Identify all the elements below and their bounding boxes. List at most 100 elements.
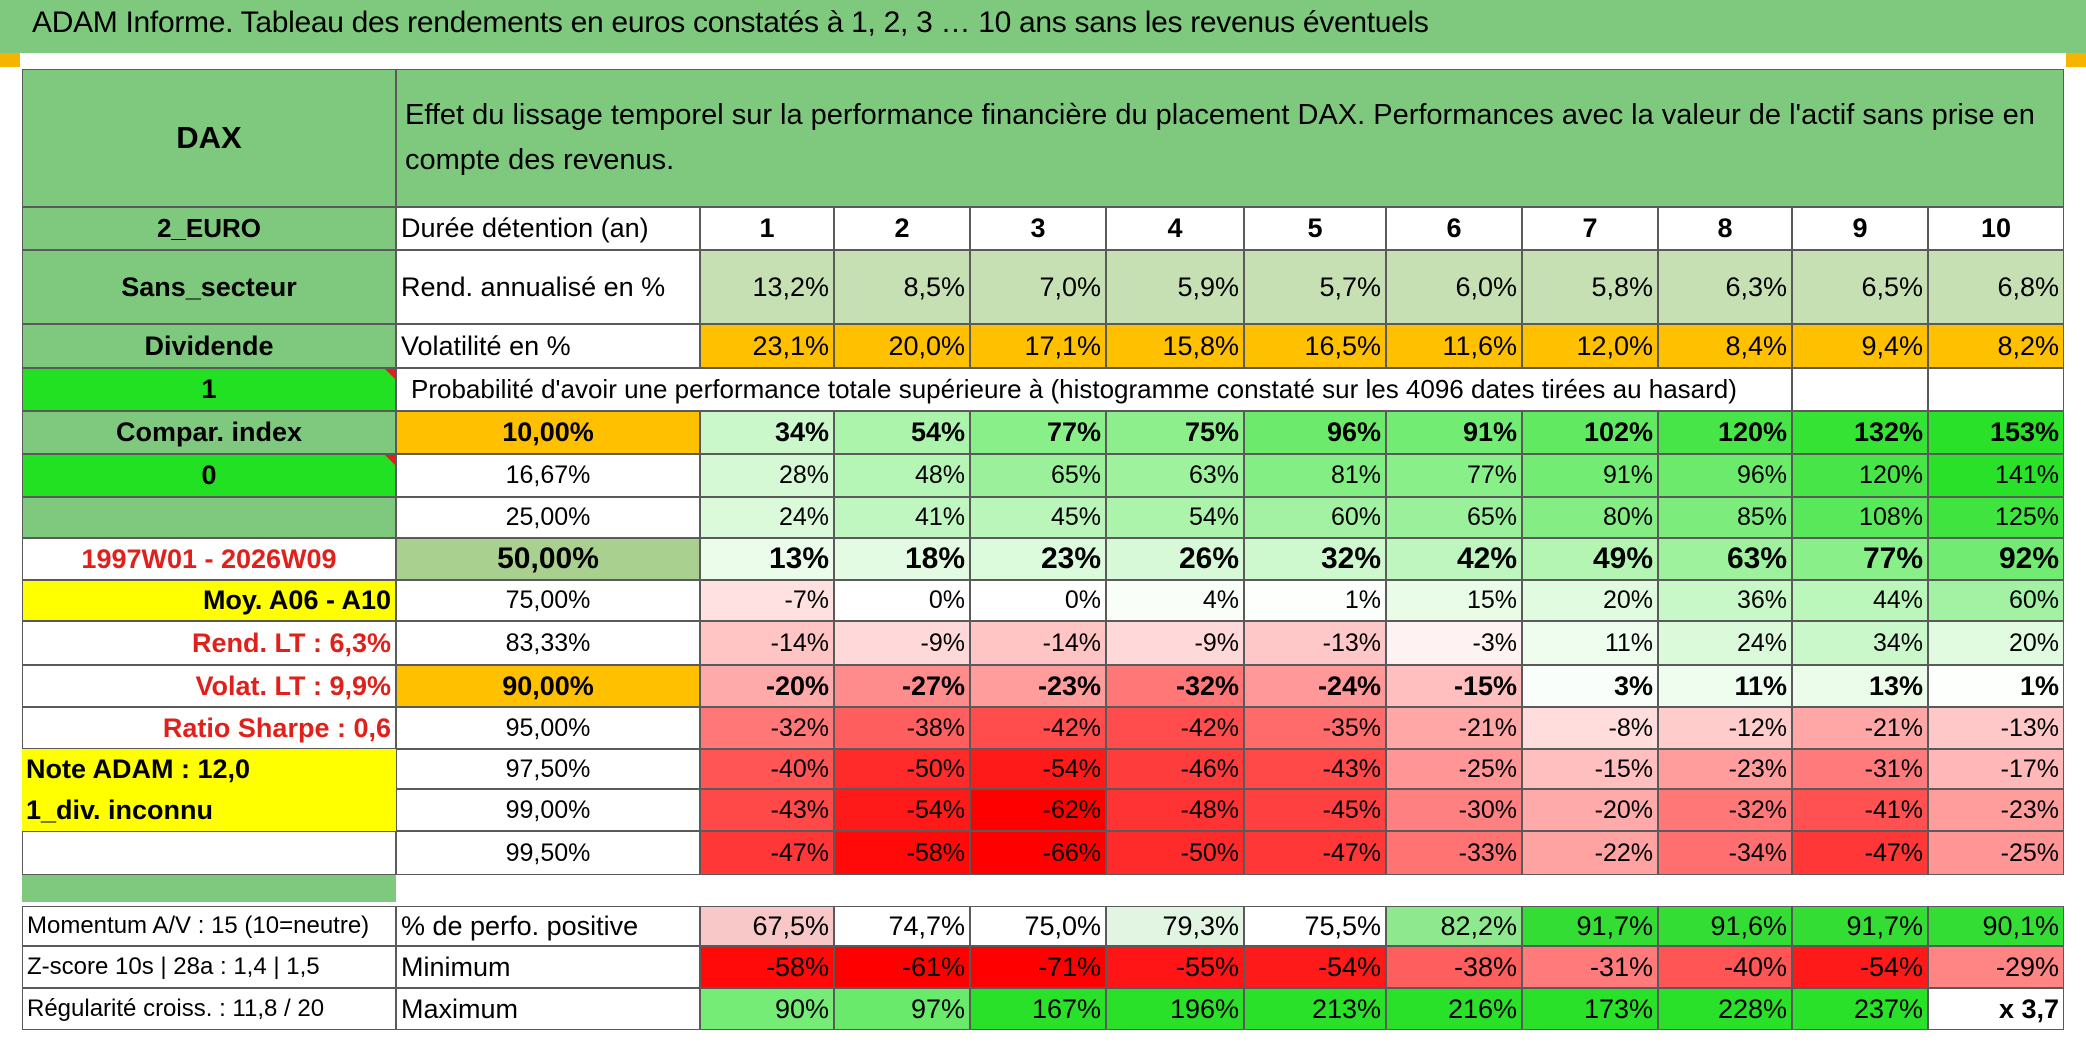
- volatility-value: 9,4%: [1792, 324, 1928, 368]
- quantile-value: -15%: [1386, 665, 1522, 707]
- quantile-value: 91%: [1386, 411, 1522, 454]
- quantile-value: -47%: [1244, 831, 1386, 875]
- annual-return-value: 6,3%: [1658, 250, 1792, 324]
- annual-return-label: Rend. annualisé en %: [396, 250, 700, 324]
- quantile-label: 90,00%: [396, 665, 700, 707]
- compar-index-label: Compar. index: [22, 411, 396, 454]
- annual-return-value: 6,8%: [1928, 250, 2064, 324]
- quantile-value: -58%: [834, 831, 970, 875]
- quantile-value: -46%: [1106, 749, 1244, 789]
- annual-return-value: 8,5%: [834, 250, 970, 324]
- currency-label: 2_EURO: [22, 207, 396, 250]
- asset-name: DAX: [22, 69, 396, 207]
- minimum-value: -71%: [970, 946, 1106, 988]
- annual-return-value: 5,7%: [1244, 250, 1386, 324]
- quantile-label: 97,50%: [396, 749, 700, 789]
- quantile-value: -38%: [834, 707, 970, 749]
- positive-perf-value: 91,7%: [1522, 906, 1658, 946]
- maximum-value: x 3,7: [1928, 988, 2064, 1030]
- quantile-value: 81%: [1244, 454, 1386, 497]
- adam-score: Note ADAM : 12,0: [22, 749, 396, 789]
- quantile-label: 99,00%: [396, 789, 700, 831]
- quantile-value: -9%: [834, 621, 970, 665]
- positive-perf-value: 79,3%: [1106, 906, 1244, 946]
- quantile-value: -41%: [1792, 789, 1928, 831]
- quantile-value: 11%: [1658, 665, 1792, 707]
- quantile-value: -27%: [834, 665, 970, 707]
- annual-return-value: 7,0%: [970, 250, 1106, 324]
- quantile-value: -66%: [970, 831, 1106, 875]
- quantile-value: 77%: [1792, 538, 1928, 580]
- year-header: 1: [700, 207, 834, 250]
- quantile-value: 80%: [1522, 497, 1658, 538]
- quantile-value: -14%: [970, 621, 1106, 665]
- quantile-value: 85%: [1658, 497, 1792, 538]
- annual-return-value: 6,0%: [1386, 250, 1522, 324]
- minimum-value: -54%: [1792, 946, 1928, 988]
- quantile-value: -43%: [700, 789, 834, 831]
- quantile-value: -43%: [1244, 749, 1386, 789]
- minimum-label: Minimum: [396, 946, 700, 988]
- quantile-value: 24%: [1658, 621, 1792, 665]
- maximum-value: 173%: [1522, 988, 1658, 1030]
- quantile-value: -30%: [1386, 789, 1522, 831]
- quantile-value: -32%: [1106, 665, 1244, 707]
- maximum-value: 196%: [1106, 988, 1244, 1030]
- period-range: 1997W01 - 2026W09: [22, 538, 396, 580]
- year-header: 10: [1928, 207, 2064, 250]
- quantile-value: 32%: [1244, 538, 1386, 580]
- quantile-value: 13%: [700, 538, 834, 580]
- quantile-value: -20%: [700, 665, 834, 707]
- dividend-label: Dividende: [22, 324, 396, 368]
- minimum-value: -31%: [1522, 946, 1658, 988]
- quantile-value: -23%: [1658, 749, 1792, 789]
- positive-perf-value: 74,7%: [834, 906, 970, 946]
- quantile-value: 120%: [1792, 454, 1928, 497]
- minimum-value: -38%: [1386, 946, 1522, 988]
- title-banner: ADAM Informe. Tableau des rendements en …: [0, 0, 2086, 53]
- quantile-value: 49%: [1522, 538, 1658, 580]
- maximum-value: 167%: [970, 988, 1106, 1030]
- quantile-value: -8%: [1522, 707, 1658, 749]
- quantile-value: 24%: [700, 497, 834, 538]
- year-header: 2: [834, 207, 970, 250]
- quantile-value: -33%: [1386, 831, 1522, 875]
- quantile-value: 36%: [1658, 580, 1792, 621]
- quantile-label: 25,00%: [396, 497, 700, 538]
- quantile-value: 42%: [1386, 538, 1522, 580]
- compar-index-flag: 0: [22, 454, 396, 497]
- quantile-value: -48%: [1106, 789, 1244, 831]
- average-range: Moy. A06 - A10: [22, 580, 396, 621]
- quantile-value: 96%: [1244, 411, 1386, 454]
- quantile-value: 3%: [1522, 665, 1658, 707]
- probability-caption: Probabilité d'avoir une performance tota…: [396, 368, 1792, 411]
- quantile-value: -42%: [1106, 707, 1244, 749]
- positive-perf-label: % de perfo. positive: [396, 906, 700, 946]
- quantile-value: 60%: [1928, 580, 2064, 621]
- zscore-label: Z-score 10s | 28a : 1,4 | 1,5: [22, 946, 396, 988]
- quantile-value: 20%: [1522, 580, 1658, 621]
- quantile-value: 63%: [1106, 454, 1244, 497]
- quantile-label: 75,00%: [396, 580, 700, 621]
- quantile-value: 120%: [1658, 411, 1792, 454]
- positive-perf-value: 82,2%: [1386, 906, 1522, 946]
- quantile-value: 60%: [1244, 497, 1386, 538]
- frame-corner-marker: [2066, 53, 2086, 67]
- spacer-cell: [22, 875, 396, 902]
- quantile-value: -47%: [1792, 831, 1928, 875]
- volatility-value: 17,1%: [970, 324, 1106, 368]
- quantile-value: -22%: [1522, 831, 1658, 875]
- quantile-value: -14%: [700, 621, 834, 665]
- quantile-value: -45%: [1244, 789, 1386, 831]
- quantile-value: 0%: [970, 580, 1106, 621]
- quantile-value: 45%: [970, 497, 1106, 538]
- quantile-value: 91%: [1522, 454, 1658, 497]
- quantile-value: -31%: [1792, 749, 1928, 789]
- quantile-value: -40%: [700, 749, 834, 789]
- quantile-value: 54%: [834, 411, 970, 454]
- quantile-value: 23%: [970, 538, 1106, 580]
- quantile-value: 28%: [700, 454, 834, 497]
- quantile-value: 44%: [1792, 580, 1928, 621]
- quantile-value: 20%: [1928, 621, 2064, 665]
